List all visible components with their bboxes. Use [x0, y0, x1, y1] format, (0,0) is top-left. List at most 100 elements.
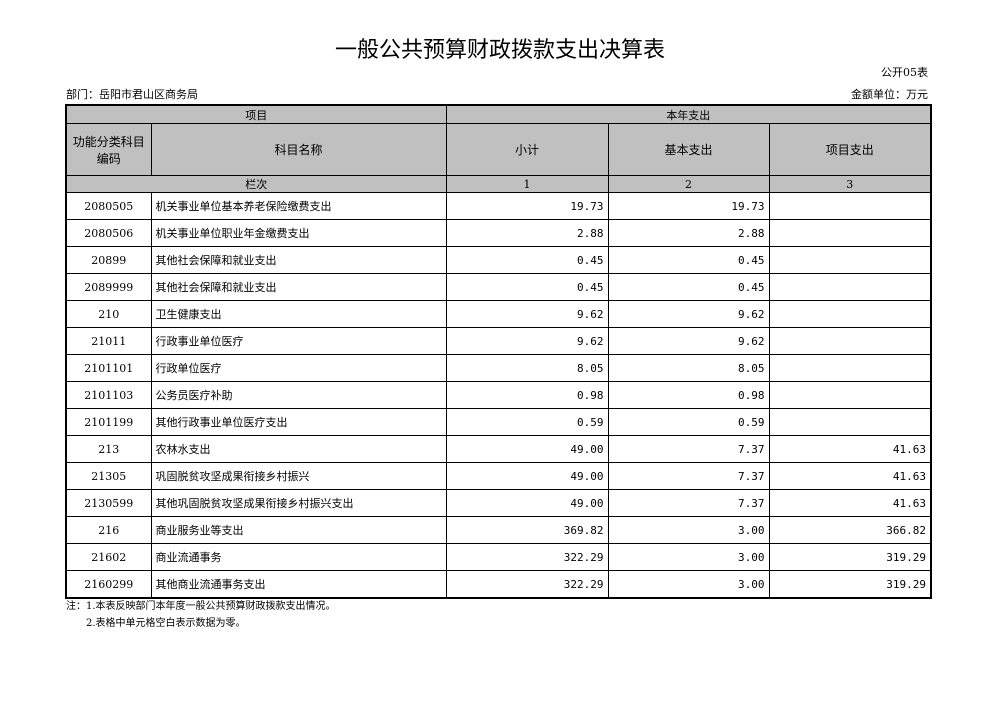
header-item: 项目 — [65, 104, 447, 124]
cell-code: 2080505 — [65, 192, 152, 220]
table-row: 2089999 其他社会保障和就业支出 0.45 0.45 — [65, 273, 932, 301]
cell-code: 2101101 — [65, 354, 152, 382]
table-row: 21305 巩固脱贫攻坚成果衔接乡村振兴 49.00 7.37 41.63 — [65, 462, 932, 490]
cell-name: 卫生健康支出 — [150, 300, 447, 328]
cell-project: 319.29 — [768, 543, 932, 571]
cell-project — [768, 354, 932, 382]
cell-basic: 7.37 — [607, 435, 770, 463]
cell-project — [768, 219, 932, 247]
cell-project — [768, 327, 932, 355]
cell-subtotal: 49.00 — [445, 462, 609, 490]
notes: 注：1.本表反映部门本年度一般公共预算财政拨款支出情况。 2.表格中单元格空白表… — [66, 598, 336, 632]
cell-name: 机关事业单位基本养老保险缴费支出 — [150, 192, 447, 220]
cell-name: 其他社会保障和就业支出 — [150, 273, 447, 301]
cell-basic: 8.05 — [607, 354, 770, 382]
cell-code: 213 — [65, 435, 152, 463]
cell-name: 行政单位医疗 — [150, 354, 447, 382]
cell-subtotal: 19.73 — [445, 192, 609, 220]
cell-project: 41.63 — [768, 462, 932, 490]
header-col2: 2 — [607, 175, 770, 193]
table-row: 2160299 其他商业流通事务支出 322.29 3.00 319.29 — [65, 570, 932, 599]
cell-basic: 0.45 — [607, 246, 770, 274]
cell-project: 41.63 — [768, 435, 932, 463]
cell-code: 2101199 — [65, 408, 152, 436]
cell-name: 巩固脱贫攻坚成果衔接乡村振兴 — [150, 462, 447, 490]
expenditure-table: 项目 本年支出 功能分类科目编码 科目名称 小计 基本支出 项目支出 栏次 1 2 3 2080… — [65, 104, 933, 599]
cell-subtotal: 0.59 — [445, 408, 609, 436]
cell-code: 2160299 — [65, 570, 152, 599]
cell-subtotal: 9.62 — [445, 327, 609, 355]
cell-basic: 3.00 — [607, 516, 770, 544]
cell-basic: 0.98 — [607, 381, 770, 409]
cell-subtotal: 0.45 — [445, 273, 609, 301]
unit-label: 金额单位：万元 — [851, 88, 928, 101]
table-row: 2101101 行政单位医疗 8.05 8.05 — [65, 354, 932, 382]
cell-basic: 9.62 — [607, 327, 770, 355]
cell-subtotal: 9.62 — [445, 300, 609, 328]
cell-code: 2130599 — [65, 489, 152, 517]
cell-code: 2080506 — [65, 219, 152, 247]
cell-name: 农林水支出 — [150, 435, 447, 463]
header-project: 项目支出 — [768, 123, 932, 176]
cell-subtotal: 2.88 — [445, 219, 609, 247]
cell-name: 机关事业单位职业年金缴费支出 — [150, 219, 447, 247]
cell-subtotal: 0.45 — [445, 246, 609, 274]
note-2: 2.表格中单元格空白表示数据为零。 — [86, 618, 246, 629]
cell-project — [768, 408, 932, 436]
cell-code: 21011 — [65, 327, 152, 355]
table-row: 2080505 机关事业单位基本养老保险缴费支出 19.73 19.73 — [65, 192, 932, 220]
table-row: 2101103 公务员医疗补助 0.98 0.98 — [65, 381, 932, 409]
cell-project — [768, 246, 932, 274]
cell-subtotal: 322.29 — [445, 570, 609, 599]
cell-basic: 2.88 — [607, 219, 770, 247]
cell-code: 216 — [65, 516, 152, 544]
cell-name: 商业流通事务 — [150, 543, 447, 571]
header-col3: 3 — [768, 175, 932, 193]
table-code: 公开05表 — [881, 66, 928, 79]
table-row: 2101199 其他行政事业单位医疗支出 0.59 0.59 — [65, 408, 932, 436]
header-code: 功能分类科目编码 — [65, 123, 152, 176]
header-basic: 基本支出 — [607, 123, 770, 176]
cell-project — [768, 273, 932, 301]
cell-code: 20899 — [65, 246, 152, 274]
header-subtotal: 小计 — [445, 123, 609, 176]
header-name: 科目名称 — [150, 123, 447, 176]
department-label: 部门：岳阳市君山区商务局 — [66, 88, 198, 101]
cell-project — [768, 192, 932, 220]
table-row: 216 商业服务业等支出 369.82 3.00 366.82 — [65, 516, 932, 544]
table-row: 2080506 机关事业单位职业年金缴费支出 2.88 2.88 — [65, 219, 932, 247]
note-1: 注：1.本表反映部门本年度一般公共预算财政拨款支出情况。 — [66, 601, 336, 612]
cell-basic: 19.73 — [607, 192, 770, 220]
cell-project: 366.82 — [768, 516, 932, 544]
cell-name: 其他行政事业单位医疗支出 — [150, 408, 447, 436]
header-current-year: 本年支出 — [445, 104, 932, 124]
cell-subtotal: 322.29 — [445, 543, 609, 571]
cell-project: 41.63 — [768, 489, 932, 517]
cell-basic: 7.37 — [607, 489, 770, 517]
table-row: 20899 其他社会保障和就业支出 0.45 0.45 — [65, 246, 932, 274]
table-row: 213 农林水支出 49.00 7.37 41.63 — [65, 435, 932, 463]
cell-code: 2101103 — [65, 381, 152, 409]
cell-name: 商业服务业等支出 — [150, 516, 447, 544]
cell-name: 行政事业单位医疗 — [150, 327, 447, 355]
cell-code: 2089999 — [65, 273, 152, 301]
cell-basic: 7.37 — [607, 462, 770, 490]
cell-basic: 9.62 — [607, 300, 770, 328]
cell-name: 其他巩固脱贫攻坚成果衔接乡村振兴支出 — [150, 489, 447, 517]
header-column-order: 栏次 — [65, 175, 447, 193]
table-row: 210 卫生健康支出 9.62 9.62 — [65, 300, 932, 328]
cell-name: 公务员医疗补助 — [150, 381, 447, 409]
cell-basic: 3.00 — [607, 570, 770, 599]
cell-code: 21602 — [65, 543, 152, 571]
header-col1: 1 — [445, 175, 609, 193]
table-row: 21602 商业流通事务 322.29 3.00 319.29 — [65, 543, 932, 571]
cell-name: 其他社会保障和就业支出 — [150, 246, 447, 274]
cell-basic: 0.45 — [607, 273, 770, 301]
table-row: 21011 行政事业单位医疗 9.62 9.62 — [65, 327, 932, 355]
cell-code: 210 — [65, 300, 152, 328]
table-row: 2130599 其他巩固脱贫攻坚成果衔接乡村振兴支出 49.00 7.37 41.63 — [65, 489, 932, 517]
cell-basic: 0.59 — [607, 408, 770, 436]
cell-project — [768, 381, 932, 409]
cell-name: 其他商业流通事务支出 — [150, 570, 447, 599]
cell-basic: 3.00 — [607, 543, 770, 571]
